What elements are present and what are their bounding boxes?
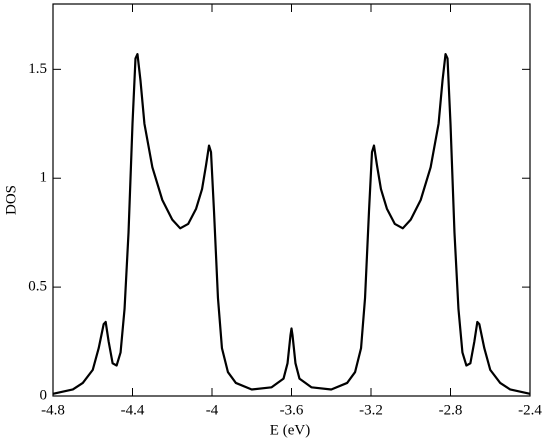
x-tick-label: -4: [206, 402, 219, 418]
x-tick-label: -4.4: [121, 402, 145, 418]
y-tick-label: 0: [40, 387, 48, 403]
x-tick-label: -3.2: [359, 402, 383, 418]
y-tick-label: 1.5: [28, 61, 47, 77]
x-tick-label: -2.8: [439, 402, 463, 418]
y-tick-label: 1: [40, 170, 48, 186]
x-tick-label: -4.8: [41, 402, 65, 418]
x-tick-label: -3.6: [280, 402, 304, 418]
y-axis-label: DOS: [3, 185, 19, 215]
y-tick-label: 0.5: [28, 279, 47, 295]
dos-line: [52, 52, 531, 395]
plot-frame: [52, 3, 531, 397]
x-axis-label: E (eV): [270, 422, 310, 438]
x-tick-label: -2.4: [518, 402, 542, 418]
